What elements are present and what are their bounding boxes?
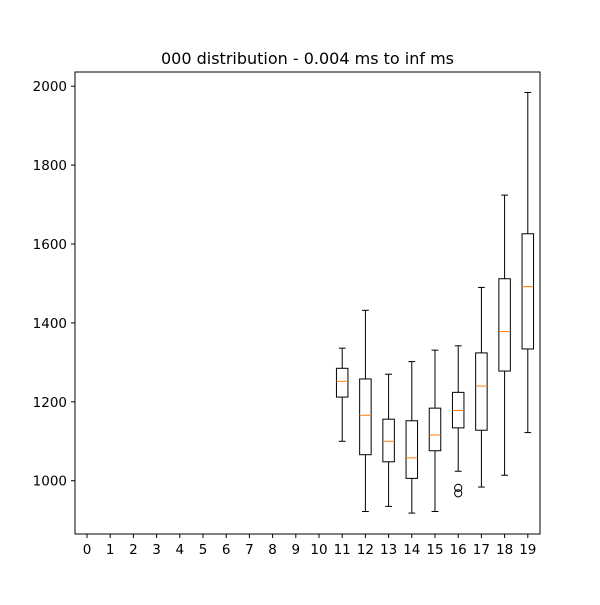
chart-title: 000 distribution - 0.004 ms to inf ms xyxy=(161,49,454,68)
x-tick-label: 19 xyxy=(519,542,536,558)
y-tick-label: 2000 xyxy=(33,79,67,95)
x-tick-label: 13 xyxy=(380,542,397,558)
x-tick-label: 17 xyxy=(473,542,490,558)
x-tick-label: 10 xyxy=(310,542,327,558)
x-tick-label: 6 xyxy=(222,542,231,558)
box-iqr xyxy=(405,420,419,479)
x-tick-label: 11 xyxy=(334,542,351,558)
x-tick-label: 7 xyxy=(245,542,254,558)
x-tick-label: 1 xyxy=(106,542,115,558)
y-tick-label: 1600 xyxy=(33,237,67,253)
x-tick-label: 12 xyxy=(357,542,374,558)
box-iqr xyxy=(335,367,349,398)
y-tick-label: 1800 xyxy=(33,158,67,174)
box-iqr xyxy=(428,407,442,452)
box-iqr xyxy=(498,278,511,372)
x-tick-label: 8 xyxy=(268,542,277,558)
x-tick-label: 4 xyxy=(176,542,185,558)
y-tick-label: 1000 xyxy=(33,474,67,490)
x-tick-label: 5 xyxy=(199,542,208,558)
plot-frame xyxy=(74,71,541,535)
x-tick-label: 15 xyxy=(426,542,443,558)
outlier-point xyxy=(454,489,463,498)
box-iqr xyxy=(475,352,488,431)
y-tick-label: 1200 xyxy=(33,395,67,411)
outlier-point xyxy=(454,483,463,492)
x-tick-label: 3 xyxy=(152,542,161,558)
box-iqr xyxy=(521,233,535,350)
x-tick-label: 14 xyxy=(403,542,420,558)
box-iqr xyxy=(359,378,372,456)
x-tick-label: 18 xyxy=(496,542,513,558)
x-tick-label: 0 xyxy=(83,542,92,558)
box-iqr xyxy=(382,418,395,463)
x-tick-label: 2 xyxy=(129,542,138,558)
x-tick-label: 9 xyxy=(292,542,301,558)
y-tick-label: 1400 xyxy=(33,316,67,332)
x-tick-label: 16 xyxy=(450,542,467,558)
